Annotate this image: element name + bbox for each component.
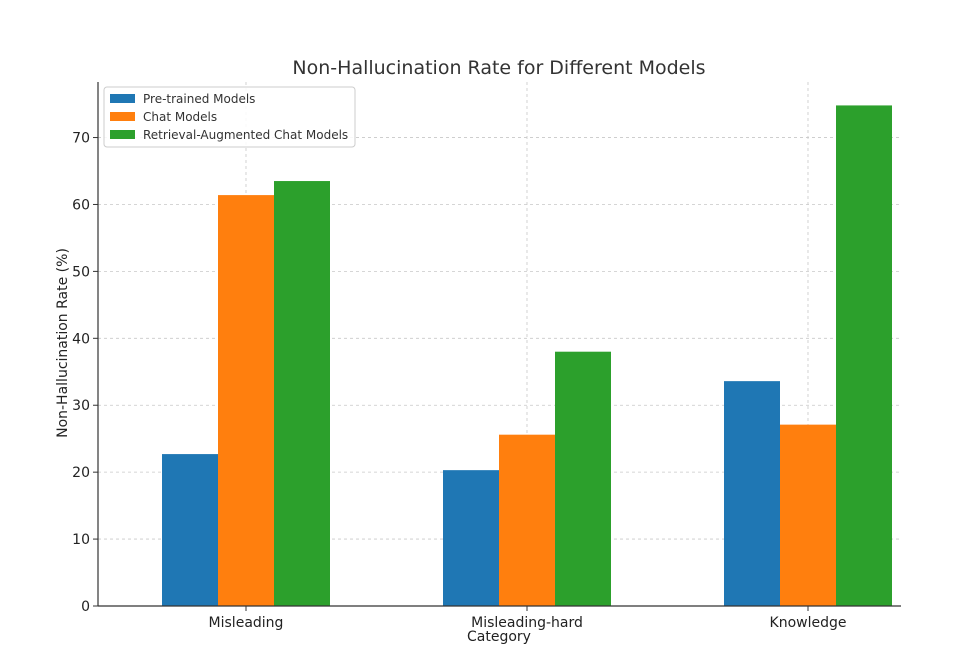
bar — [499, 434, 555, 606]
y-tick-label: 60 — [72, 197, 90, 213]
x-axis-label: Category — [467, 629, 531, 645]
legend-swatch — [110, 130, 135, 139]
x-tick-label: Knowledge — [770, 615, 847, 631]
axes: 0 10 20 30 40 50 60 70 Misleading Misleading-hard… — [72, 82, 901, 631]
bar — [162, 454, 218, 606]
y-tick-label: 70 — [72, 131, 90, 147]
chart-title: Non-Hallucination Rate for Different Mod… — [292, 57, 705, 79]
bar — [724, 381, 780, 606]
legend-label: Chat Models — [143, 110, 217, 124]
y-tick-label: 20 — [72, 465, 90, 481]
legend: Pre-trained Models Chat Models Retrieval-A… — [103, 86, 356, 148]
x-tick-label: Misleading — [209, 615, 284, 631]
bars — [162, 105, 892, 607]
y-tick-label: 50 — [72, 264, 90, 280]
bar — [555, 351, 611, 606]
bar — [443, 470, 499, 606]
bar — [218, 195, 274, 607]
legend-swatch — [110, 112, 135, 121]
bar — [836, 105, 892, 606]
y-axis-label: Non-Hallucination Rate (%) — [55, 248, 71, 438]
y-tick-label: 0 — [81, 599, 90, 615]
y-tick-label: 30 — [72, 398, 90, 414]
bar — [780, 424, 836, 606]
bar — [274, 181, 330, 607]
legend-box — [103, 86, 356, 148]
legend-label: Retrieval-Augmented Chat Models — [143, 128, 348, 142]
y-tick-label: 40 — [72, 331, 90, 347]
y-tick-label: 10 — [72, 532, 90, 548]
legend-label: Pre-trained Models — [143, 92, 255, 106]
legend-swatch — [110, 94, 135, 103]
x-tick-label: Misleading-hard — [471, 615, 583, 631]
